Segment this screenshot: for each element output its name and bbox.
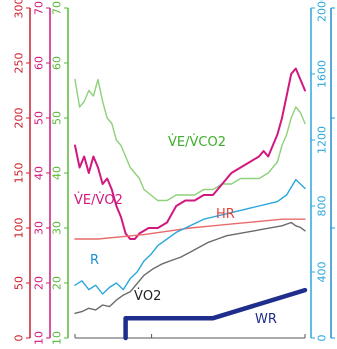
series-label-2: HR (216, 207, 235, 222)
tick-label-vevco2: 70 (51, 1, 64, 15)
tick-label-wr: 1600 (316, 60, 329, 88)
tick-label-wr: 1200 (316, 126, 329, 154)
tick-label-ve: 30 (33, 221, 46, 235)
series-label-1: V̇E/V̇O2 (74, 193, 123, 208)
tick-label-vevco2: 60 (51, 56, 64, 70)
tick-label-vevco2: 50 (51, 111, 64, 125)
series-line-2 (74, 218, 306, 240)
series-line-1 (74, 67, 306, 240)
tick-label-hr: 250 (13, 53, 26, 74)
tick-label-hr: 50 (13, 276, 26, 290)
tick-label-r: 1.5 (336, 109, 337, 127)
tick-label-hr: 100 (13, 218, 26, 239)
tick-label-wr: 400 (316, 262, 329, 283)
series-label-4: V̇O2 (134, 289, 161, 304)
tick-label-ve: 70 (33, 1, 46, 15)
tick-label-hr: 300 (13, 0, 26, 19)
tick-label-ve: 50 (33, 111, 46, 125)
series-label-3: R (90, 253, 99, 268)
tick-label-ve: 10 (33, 331, 46, 345)
tick-label-r: 0.5 (336, 329, 337, 347)
series-line-4 (74, 221, 306, 314)
series-label-5: WR (255, 312, 277, 327)
tick-label-hr: 150 (13, 163, 26, 184)
tick-label-vevco2: 40 (51, 166, 64, 180)
tick-label-vevco2: 30 (51, 221, 64, 235)
tick-label-ve: 20 (33, 276, 46, 290)
tick-label-vevco2: 20 (51, 276, 64, 290)
tick-label-r: 1.0 (336, 219, 337, 237)
tick-label-wr: 2000 (316, 0, 329, 22)
series-line-5 (123, 287, 308, 341)
tick-label-hr: 0 (13, 335, 26, 342)
series-label-0: V̇E/V̇CO2 (168, 135, 226, 150)
series-line-3 (74, 178, 306, 295)
label-layer: V̇E/V̇CO2 V̇E/V̇O2 HR R V̇O2 WR (74, 135, 277, 327)
tick-label-hr: 200 (13, 108, 26, 129)
tick-label-wr: 800 (316, 196, 329, 217)
series-line-0 (74, 78, 306, 202)
tick-label-r: 2.0 (336, 0, 337, 17)
tick-label-ve: 40 (33, 166, 46, 180)
tick-label-wr: 0 (316, 335, 329, 342)
tick-label-vevco2: 10 (51, 331, 64, 345)
tick-label-ve: 60 (33, 56, 46, 70)
axes-layer: 0 50 100 150 200 250 300 10 20 30 40 50 60 70 10 20 30 40… (13, 0, 337, 347)
plot-layer (74, 67, 308, 341)
